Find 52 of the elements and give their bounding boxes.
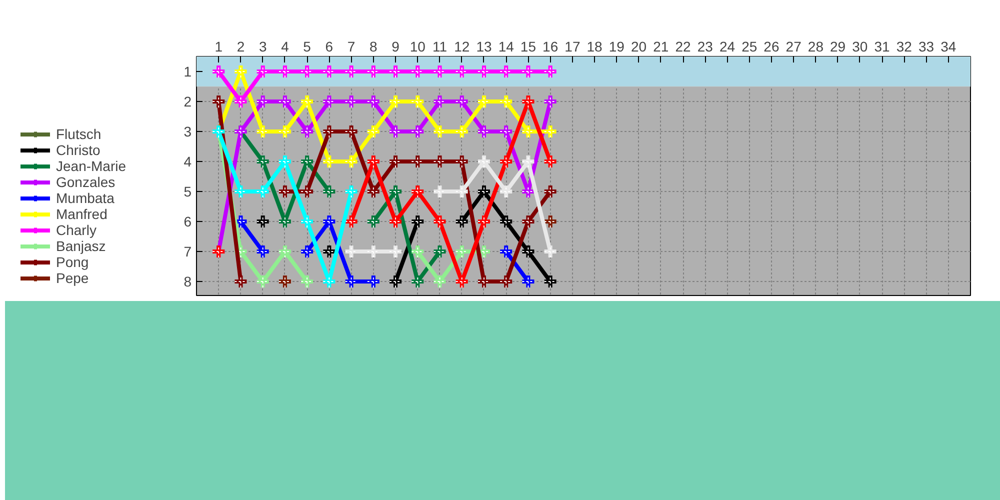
x-tick-label: 33 [918,38,934,54]
legend-label: Manfred [56,206,108,222]
y-tick-label: 2 [184,94,192,110]
y-tick-label: 6 [184,214,192,230]
x-tick-label: 32 [896,38,912,54]
y-tick-label: 7 [184,244,192,260]
legend-label: Gonzales [56,174,116,190]
x-tick-label: 20 [631,38,647,54]
x-tick-label: 12 [454,38,470,54]
x-tick-label: 17 [564,38,580,54]
x-tick-label: 21 [653,38,669,54]
x-tick-label: 14 [498,38,514,54]
x-tick-label: 11 [432,38,448,54]
legend-label: Banjasz [56,238,106,254]
x-tick-label: 31 [874,38,890,54]
y-tick-label: 4 [184,154,192,170]
x-tick-label: 9 [392,38,400,54]
legend-label: Christo [56,142,100,158]
x-tick-label: 13 [476,38,492,54]
x-tick-label: 2 [236,38,245,54]
x-tick-label: 1 [214,38,223,54]
x-tick-label: 15 [520,38,536,54]
x-tick-label: 6 [325,38,334,54]
x-tick-label: 30 [852,38,868,54]
y-tick-label: 3 [184,124,192,140]
legend-label: Jean-Marie [56,158,126,174]
x-tick-label: 24 [719,38,736,54]
x-tick-label: 23 [697,38,714,54]
legend-label: Flutsch [56,126,102,142]
legend-label: Pepe [56,270,89,286]
y-tick-label: 5 [184,184,192,200]
x-tick-label: 8 [370,38,378,54]
legend-label: Mumbata [56,190,114,206]
x-tick-label: 28 [808,38,824,54]
legend-label: Pong [56,254,89,270]
legend-label: Charly [56,222,96,238]
x-tick-label: 3 [258,38,267,54]
x-tick-label: 29 [830,38,846,54]
x-tick-label: 5 [303,38,312,54]
x-tick-label: 26 [764,38,780,54]
y-tick-label: 1 [184,64,192,80]
x-tick-label: 19 [608,38,625,54]
x-tick-label: 25 [742,38,758,54]
x-tick-label: 7 [347,38,356,54]
x-tick-label: 10 [410,38,426,54]
x-tick-label: 22 [675,38,692,54]
x-tick-label: 34 [940,38,956,54]
x-tick-label: 16 [542,38,558,54]
x-tick-label: 27 [786,38,802,54]
x-tick-label: 4 [281,38,290,54]
y-tick-label: 8 [184,274,192,290]
x-tick-label: 18 [586,38,603,54]
